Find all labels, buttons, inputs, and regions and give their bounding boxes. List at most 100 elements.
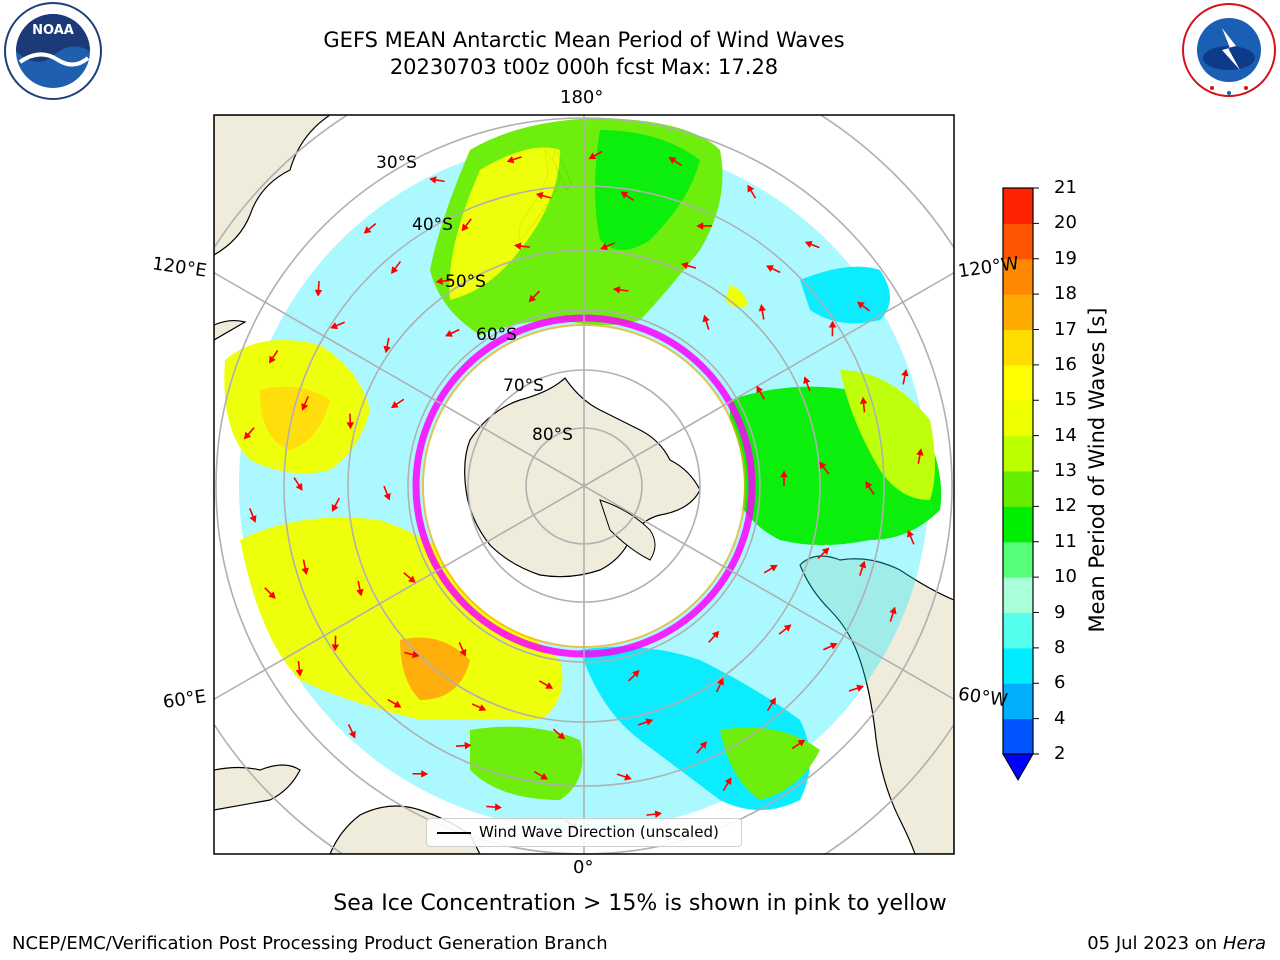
wind-wave-arrowhead bbox=[514, 242, 522, 250]
credit-host: Hera bbox=[1222, 933, 1266, 954]
wind-wave-arrowhead bbox=[295, 669, 304, 677]
wind-wave-arrowhead bbox=[411, 650, 420, 659]
antarctica bbox=[464, 377, 701, 578]
wind-wave-arrowhead bbox=[268, 591, 276, 599]
colorbar-segment bbox=[1003, 294, 1033, 330]
colorbar-segment bbox=[1003, 435, 1033, 472]
colorbar-segment bbox=[1003, 471, 1033, 507]
colorbar-tick-label: 2 bbox=[1054, 743, 1066, 764]
wind-wave-arrowhead bbox=[632, 669, 640, 678]
wind-wave-arrowhead bbox=[865, 481, 873, 489]
lat-label-40s: 40°S bbox=[412, 215, 453, 235]
colorbar-segment bbox=[1003, 329, 1033, 366]
wind-wave-arrowhead bbox=[408, 575, 416, 583]
colorbar-segment bbox=[1003, 541, 1033, 578]
wind-wave-arrowhead bbox=[528, 294, 537, 303]
wind-wave-arrowhead bbox=[545, 682, 554, 689]
wind-wave-arrowhead bbox=[711, 630, 720, 639]
wind-wave-arrowhead bbox=[461, 223, 469, 232]
wind-wave-arrowhead bbox=[363, 226, 372, 234]
colorbar bbox=[1003, 187, 1039, 755]
credit-right: 05 Jul 2023 on Hera bbox=[1087, 933, 1266, 954]
chart-subtitle: 20230703 t00z 000h fcst Max: 17.28 bbox=[389, 55, 779, 79]
colorbar-tick-label: 6 bbox=[1054, 672, 1066, 694]
wind-wave-arrowhead bbox=[243, 431, 252, 440]
wind-wave-arrowhead bbox=[301, 402, 309, 411]
colorbar-segment bbox=[1003, 683, 1033, 720]
wind-wave-arrowhead bbox=[331, 644, 340, 652]
nws-logo bbox=[1182, 3, 1276, 97]
wind-wave-arrowhead bbox=[769, 564, 778, 572]
wind-wave-arrowhead bbox=[797, 739, 806, 747]
credit-left: NCEP/EMC/Verification Post Processing Pr… bbox=[12, 933, 608, 954]
colorbar-tick-label: 14 bbox=[1054, 424, 1077, 446]
wind-wave-arrowhead bbox=[645, 718, 654, 726]
colorbar-tick-label: 13 bbox=[1054, 460, 1077, 481]
wind-wave-arrowhead bbox=[766, 265, 774, 272]
wind-wave-arrowhead bbox=[391, 266, 399, 274]
wind-wave-arrowhead bbox=[268, 355, 276, 364]
wind-wave-arrowhead bbox=[540, 772, 549, 780]
wind-wave-arrowhead bbox=[780, 470, 788, 478]
wind-wave-arrowhead bbox=[429, 176, 437, 184]
wind-wave-arrowhead bbox=[588, 152, 597, 160]
wind-wave-arrowhead bbox=[821, 547, 830, 555]
colorbar-tick-label: 15 bbox=[1054, 389, 1077, 411]
colorbar-label: Mean Period of Wind Waves [s] bbox=[1085, 307, 1109, 633]
africa bbox=[214, 764, 301, 811]
colorbar-tick-label: 11 bbox=[1054, 530, 1077, 552]
lat-label-50s: 50°S bbox=[445, 272, 486, 292]
wind-wave-arrowhead bbox=[702, 314, 710, 323]
wind-wave-arrowhead bbox=[331, 504, 339, 512]
colorbar-tick-label: 16 bbox=[1054, 353, 1077, 375]
colorbar-tick-label: 21 bbox=[1054, 177, 1077, 198]
wind-wave-arrowhead bbox=[769, 697, 776, 706]
colorbar-tick-label: 18 bbox=[1054, 283, 1077, 305]
chart-title: GEFS MEAN Antarctic Mean Period of Wind … bbox=[323, 28, 845, 52]
wind-wave-arrowhead bbox=[506, 156, 515, 164]
wind-wave-arrowhead bbox=[783, 624, 792, 632]
wind-wave-arrowhead bbox=[747, 184, 755, 193]
wind-wave-arrowhead bbox=[459, 648, 467, 657]
meridians bbox=[214, 115, 954, 854]
colorbar-segment bbox=[1003, 258, 1033, 295]
lon-label-0: 0° bbox=[573, 857, 594, 878]
wind-wave-arrowhead bbox=[828, 320, 837, 328]
map-legend: Wind Wave Direction (unscaled) bbox=[426, 818, 742, 847]
wind-wave-arrowhead bbox=[330, 322, 338, 330]
legend-line-sample bbox=[437, 832, 471, 834]
wind-wave-arrowhead bbox=[668, 157, 677, 164]
colorbar-tick-label: 10 bbox=[1054, 566, 1077, 588]
lat-label-30s: 30°S bbox=[376, 153, 417, 173]
colorbar-tick-label: 17 bbox=[1054, 318, 1077, 340]
wind-wave-arrowhead bbox=[612, 286, 621, 294]
wind-wave-arrowhead bbox=[654, 810, 662, 818]
colorbar-segment bbox=[1003, 223, 1033, 260]
colorbar-segment bbox=[1003, 400, 1033, 437]
wind-wave-arrowhead bbox=[858, 560, 867, 569]
colorbar-tick-label: 8 bbox=[1054, 636, 1066, 658]
wind-wave-arrowhead bbox=[901, 368, 909, 377]
wind-wave-arrowhead bbox=[435, 277, 443, 285]
wind-wave-arrowhead bbox=[535, 192, 544, 200]
wind-wave-arrowhead bbox=[856, 684, 864, 692]
latitude-labels: 30°S 40°S 50°S 60°S 70°S 80°S bbox=[376, 153, 573, 445]
wind-wave-arrowhead bbox=[859, 396, 868, 404]
wind-wave-arrowhead bbox=[680, 262, 689, 270]
wind-wave-arrowhead bbox=[620, 191, 629, 199]
wind-wave-arrowhead bbox=[249, 515, 257, 523]
wind-wave-arrowhead bbox=[383, 345, 391, 354]
wind-wave-arrowhead bbox=[804, 240, 813, 248]
wind-wave-arrows bbox=[243, 150, 924, 830]
wind-wave-arrowhead bbox=[421, 770, 429, 778]
colorbar-segment bbox=[1003, 188, 1033, 224]
wind-wave-arrowhead bbox=[724, 777, 732, 786]
map-frame bbox=[213, 114, 955, 855]
wind-wave-arrowhead bbox=[889, 606, 897, 615]
colorbar-segment bbox=[1003, 506, 1033, 543]
wind-wave-arrowhead bbox=[346, 422, 354, 430]
lat-label-80s: 80°S bbox=[532, 425, 573, 445]
wind-wave-arrowhead bbox=[624, 773, 632, 781]
credit-date: 05 Jul 2023 on bbox=[1087, 933, 1223, 954]
wind-wave-arrowhead bbox=[758, 304, 767, 312]
